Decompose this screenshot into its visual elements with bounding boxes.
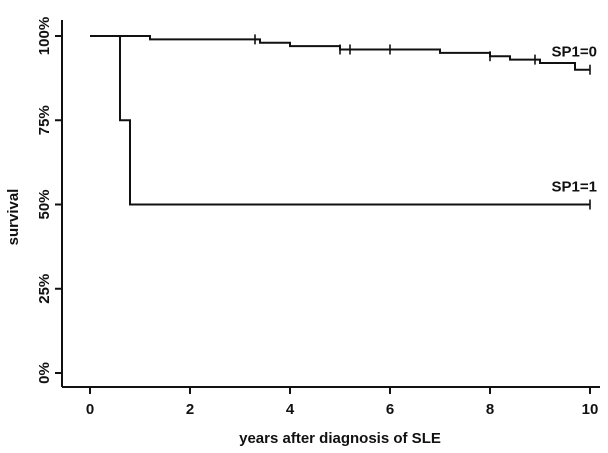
y-tick-label: 25% xyxy=(36,274,53,304)
x-tick-label: 10 xyxy=(582,401,599,418)
series-label-sp1-1: SP1=1 xyxy=(552,179,597,196)
x-tick-label: 4 xyxy=(286,401,295,418)
y-ticks: 0% 25% 50% 75% 100% xyxy=(36,17,62,384)
series-label-sp1-0: SP1=0 xyxy=(552,44,597,61)
x-tick-label: 6 xyxy=(386,401,394,418)
x-tick-label: 8 xyxy=(486,401,494,418)
x-tick-label: 2 xyxy=(186,401,194,418)
y-tick-label: 50% xyxy=(36,189,53,219)
x-tick-label: 0 xyxy=(86,401,94,418)
y-axis-label: survival xyxy=(5,189,22,246)
series-line-sp1-1 xyxy=(90,35,590,206)
y-tick-label: 75% xyxy=(36,105,53,135)
survival-curves: SP1=0 SP1=1 xyxy=(90,34,597,210)
y-tick-label: 0% xyxy=(36,362,53,384)
x-axis-label: years after diagnosis of SLE xyxy=(239,430,441,447)
y-axis-label-group: survival xyxy=(5,189,22,246)
x-ticks: 0 2 4 6 8 10 xyxy=(86,387,599,418)
series-line-sp1-0 xyxy=(90,35,590,71)
y-tick-label: 100% xyxy=(36,17,53,55)
